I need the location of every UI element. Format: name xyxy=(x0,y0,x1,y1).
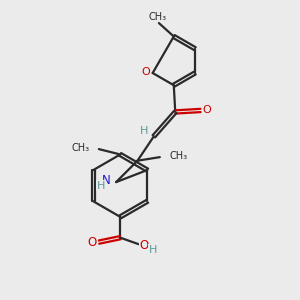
Text: O: O xyxy=(140,239,149,252)
Text: H: H xyxy=(140,126,148,136)
Text: CH₃: CH₃ xyxy=(148,11,166,22)
Text: H: H xyxy=(148,244,157,255)
Text: CH₃: CH₃ xyxy=(169,151,188,160)
Text: H: H xyxy=(97,181,105,191)
Text: CH₃: CH₃ xyxy=(71,142,89,153)
Text: O: O xyxy=(142,67,151,76)
Text: O: O xyxy=(88,236,97,249)
Text: N: N xyxy=(101,174,110,187)
Text: O: O xyxy=(203,106,212,116)
